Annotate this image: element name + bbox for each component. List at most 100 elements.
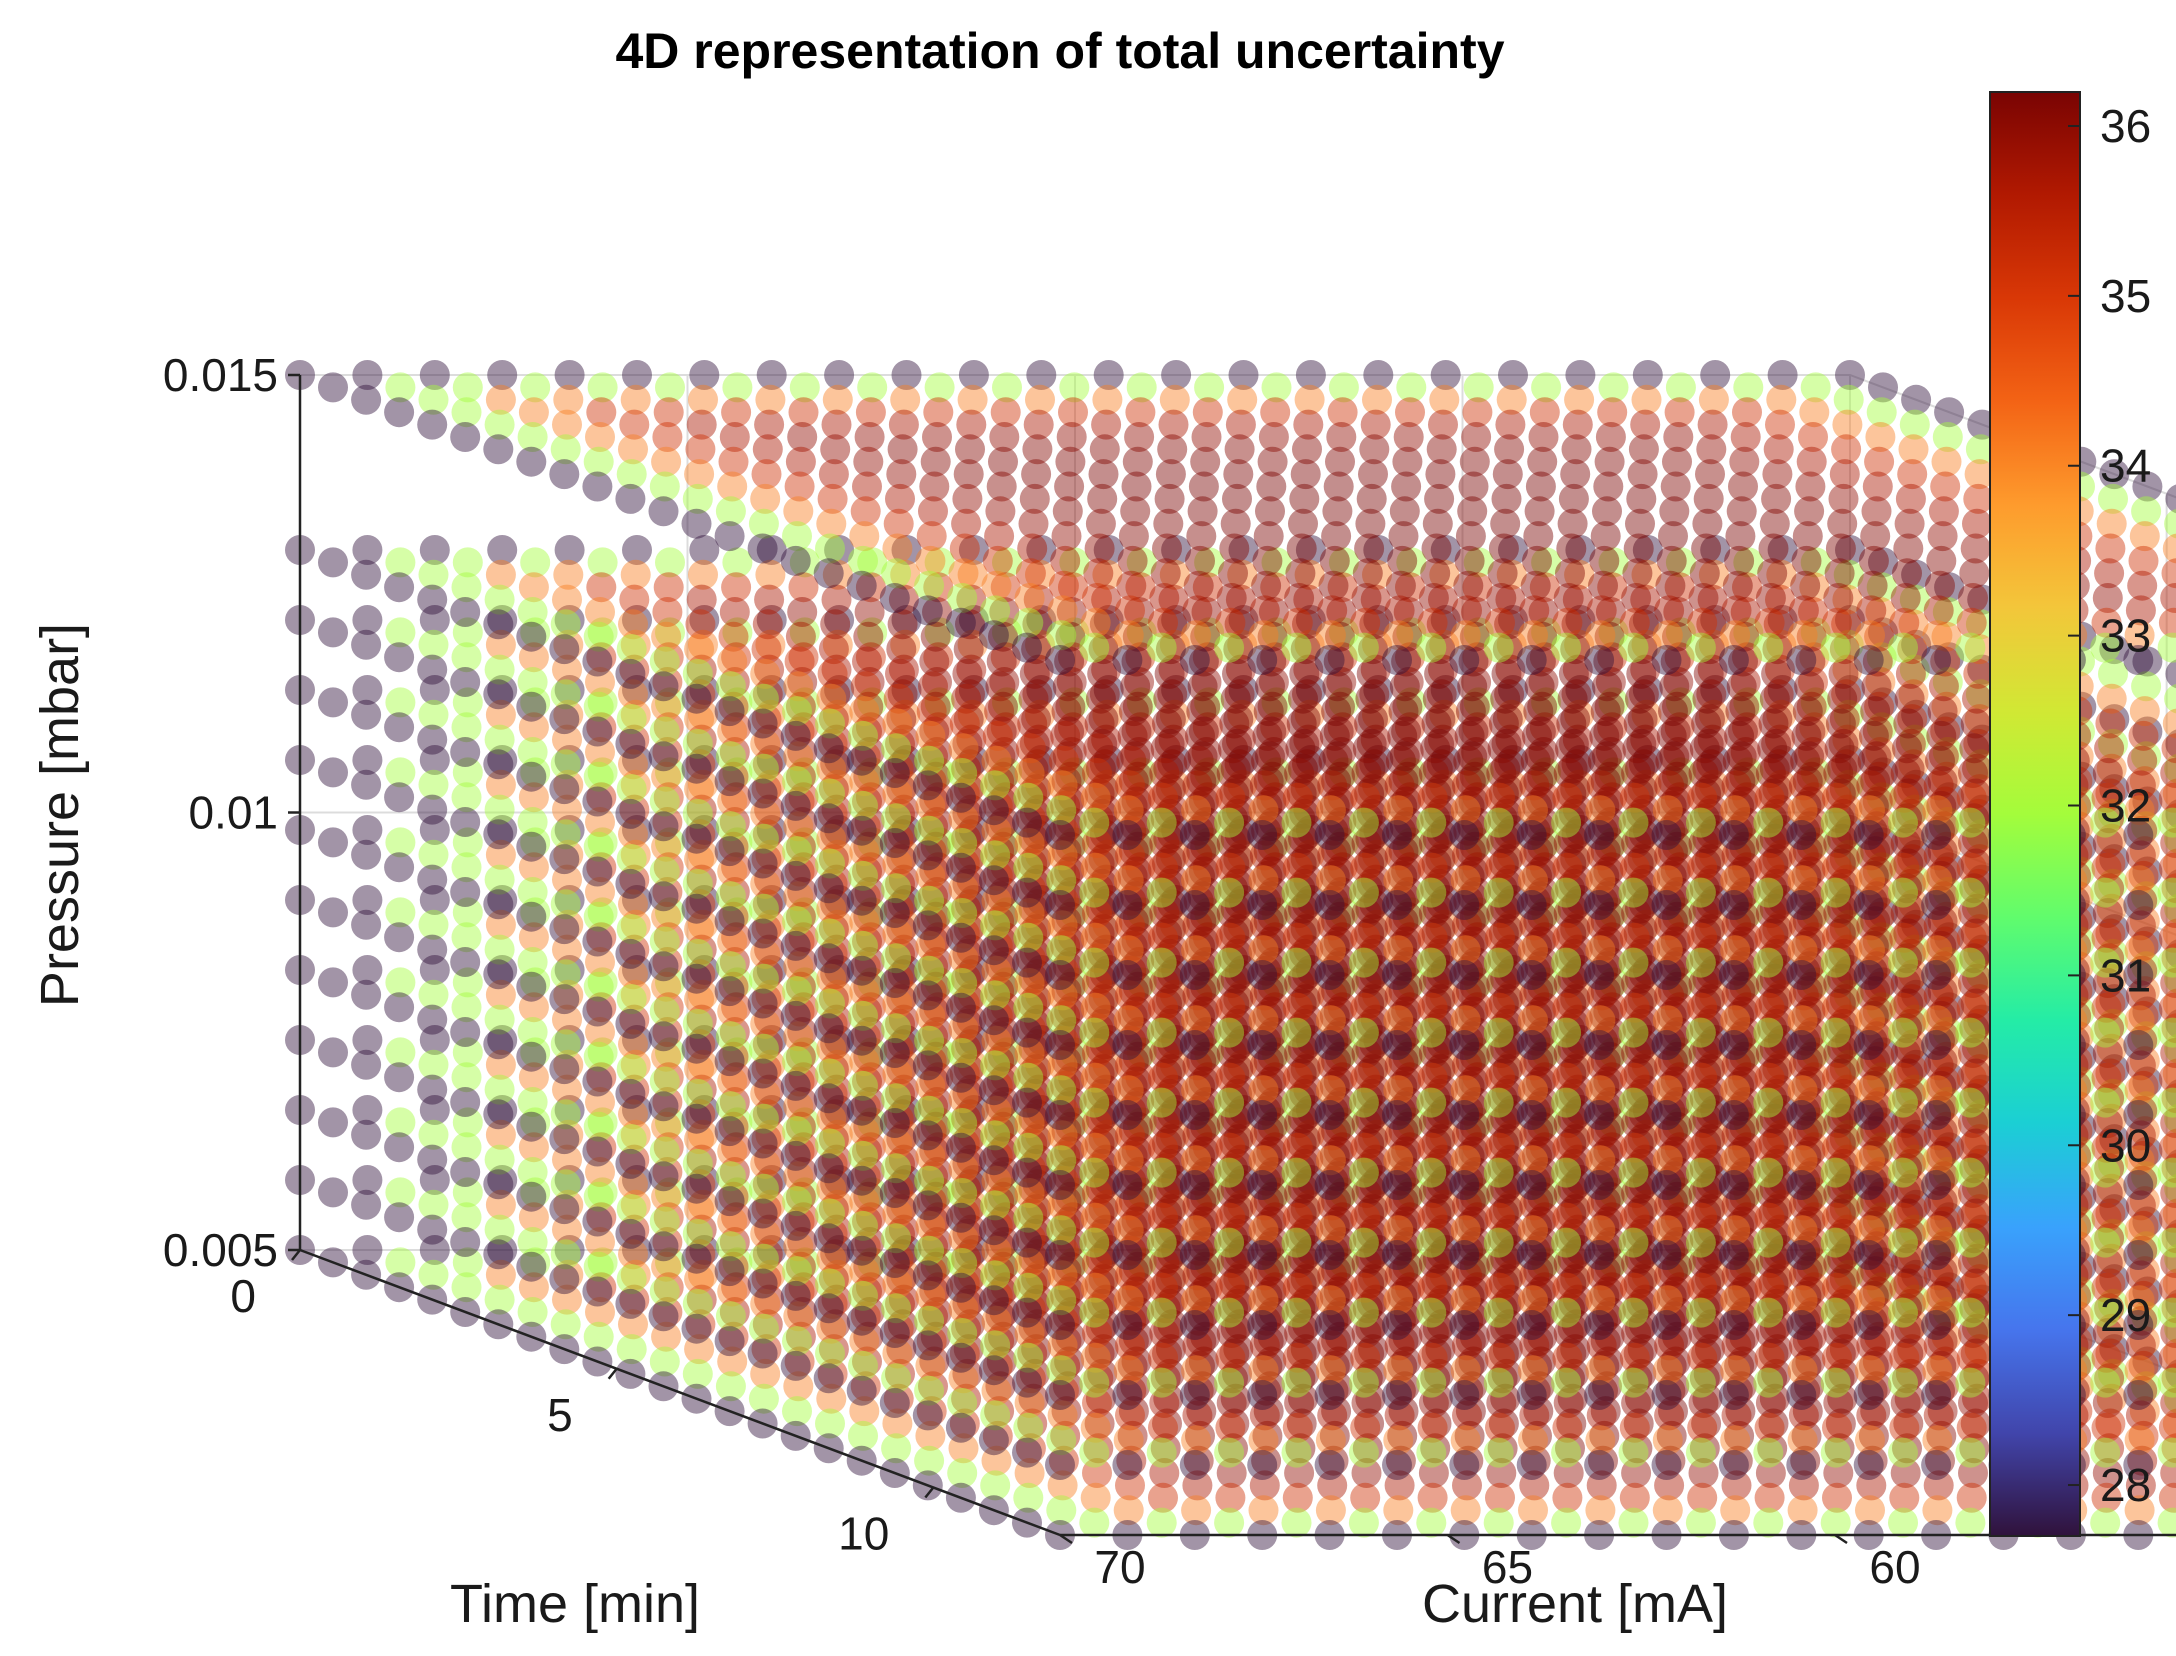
data-point bbox=[1146, 1507, 1177, 1538]
data-point bbox=[1923, 1470, 1954, 1501]
data-point bbox=[1157, 1309, 1188, 1340]
data-point bbox=[1348, 947, 1379, 978]
data-point bbox=[1753, 1297, 1784, 1328]
data-point bbox=[1055, 1321, 1086, 1352]
data-point bbox=[2090, 1017, 2121, 1048]
data-point bbox=[945, 922, 976, 953]
data-point bbox=[1921, 1170, 1952, 1200]
data-point bbox=[1485, 1482, 1515, 1513]
data-point bbox=[1665, 1247, 1696, 1278]
data-point bbox=[1388, 1326, 1419, 1357]
data-point bbox=[879, 1388, 910, 1418]
data-point bbox=[1551, 1507, 1582, 1538]
data-point bbox=[1294, 1259, 1325, 1290]
data-point bbox=[1598, 1177, 1629, 1208]
data-point bbox=[1089, 1239, 1120, 1270]
data-point bbox=[516, 761, 547, 792]
data-point bbox=[1890, 1458, 1921, 1488]
data-point bbox=[1048, 1375, 1079, 1406]
data-point bbox=[1490, 1313, 1521, 1344]
data-point bbox=[1525, 1346, 1556, 1377]
data-point bbox=[919, 1276, 950, 1307]
data-point bbox=[1685, 1227, 1716, 1258]
data-point bbox=[1833, 1189, 1864, 1220]
data-point bbox=[1565, 1165, 1596, 1195]
data-point bbox=[1888, 1507, 1918, 1538]
data-point bbox=[553, 1189, 584, 1220]
data-point bbox=[1214, 1087, 1245, 1118]
data-point bbox=[1429, 1259, 1460, 1290]
data-point bbox=[951, 1313, 982, 1344]
data-point bbox=[1800, 1177, 1831, 1208]
data-point bbox=[1688, 1458, 1719, 1488]
data-point bbox=[1416, 1017, 1447, 1048]
data-point bbox=[1426, 1309, 1457, 1340]
data-point bbox=[385, 1177, 416, 1208]
data-point bbox=[1382, 1170, 1412, 1200]
data-point bbox=[715, 1371, 746, 1402]
data-point bbox=[1315, 1495, 1346, 1526]
data-point bbox=[1258, 1297, 1289, 1327]
data-point bbox=[1893, 1408, 1924, 1439]
data-point bbox=[1012, 1297, 1042, 1328]
data-point bbox=[1551, 1157, 1582, 1188]
data-point bbox=[1921, 1240, 1952, 1270]
data-point bbox=[1314, 1380, 1345, 1410]
data-point bbox=[2128, 1420, 2159, 1451]
data-point bbox=[980, 1470, 1011, 1501]
data-point bbox=[1079, 1157, 1110, 1188]
data-point bbox=[887, 1239, 918, 1270]
data-point bbox=[1319, 1420, 1350, 1451]
data-point bbox=[948, 1363, 979, 1394]
data-point bbox=[1052, 1301, 1083, 1332]
data-point bbox=[883, 1313, 914, 1344]
data-point bbox=[714, 976, 745, 1007]
data-point bbox=[516, 1111, 547, 1142]
data-point bbox=[1458, 1346, 1489, 1377]
data-point bbox=[616, 1334, 647, 1365]
data-point bbox=[984, 1396, 1015, 1427]
data-point bbox=[450, 1157, 481, 1187]
data-point bbox=[1012, 947, 1042, 978]
data-point bbox=[1483, 1437, 1514, 1468]
data-point bbox=[879, 968, 910, 998]
data-point bbox=[1393, 1297, 1424, 1327]
data-point bbox=[484, 1214, 515, 1245]
data-point bbox=[1082, 1388, 1112, 1418]
data-point bbox=[1214, 1157, 1245, 1188]
data-point bbox=[1516, 1310, 1547, 1340]
data-point bbox=[1853, 1450, 1884, 1480]
data-point bbox=[1112, 960, 1143, 990]
data-point bbox=[681, 823, 712, 854]
data-point bbox=[1853, 1380, 1884, 1410]
data-point bbox=[1519, 1470, 1550, 1501]
data-point bbox=[1389, 1371, 1420, 1402]
data-point bbox=[1149, 1388, 1180, 1418]
data-point bbox=[582, 1136, 613, 1167]
data-point bbox=[1012, 1087, 1042, 1118]
data-point bbox=[846, 1025, 877, 1056]
data-point bbox=[717, 1276, 748, 1307]
data-point bbox=[1249, 1470, 1280, 1501]
data-point bbox=[886, 1334, 917, 1365]
data-point bbox=[582, 1206, 613, 1237]
data-point bbox=[1488, 1408, 1519, 1439]
data-point bbox=[618, 1239, 648, 1270]
data-point bbox=[1659, 1371, 1690, 1402]
data-point bbox=[1363, 1235, 1394, 1265]
data-point bbox=[787, 1297, 818, 1327]
data-point bbox=[1627, 1264, 1658, 1295]
data-point bbox=[1146, 1087, 1177, 1118]
data-point bbox=[1622, 1433, 1653, 1464]
data-point bbox=[516, 1251, 547, 1282]
data-point bbox=[820, 1309, 851, 1340]
data-point bbox=[1088, 1334, 1119, 1365]
data-point bbox=[1348, 1507, 1379, 1538]
data-point bbox=[1215, 1482, 1246, 1513]
data-point bbox=[818, 1334, 849, 1365]
data-point bbox=[1562, 1284, 1593, 1315]
data-point bbox=[1853, 1240, 1884, 1270]
data-point bbox=[450, 807, 481, 837]
data-point bbox=[1093, 1235, 1124, 1265]
data-point bbox=[582, 1276, 613, 1307]
